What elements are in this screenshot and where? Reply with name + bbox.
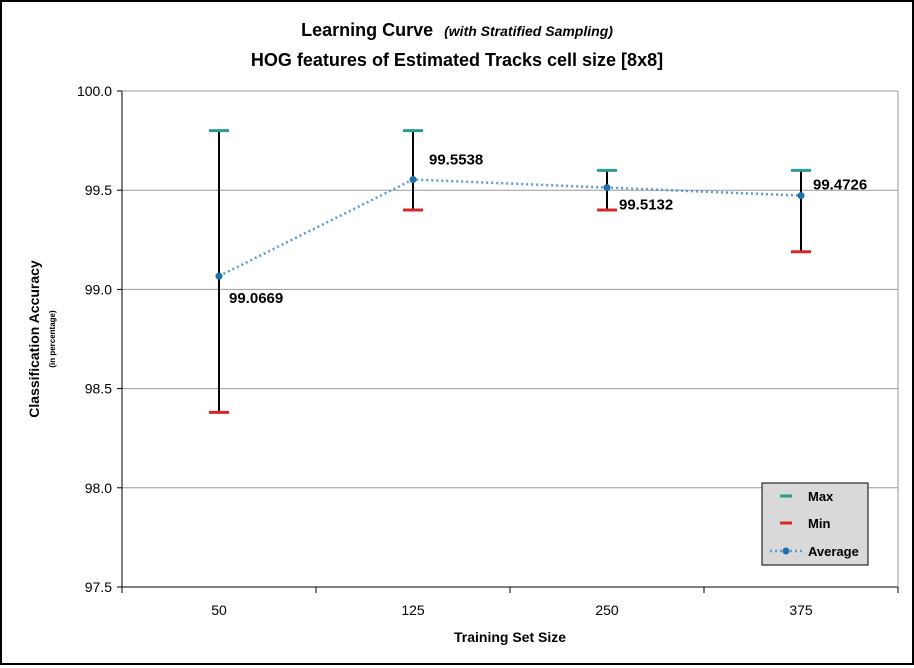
chart-title-main: Learning Curve	[301, 20, 433, 40]
data-label: 99.5132	[619, 197, 673, 214]
y-tick-label: 99.0	[85, 281, 112, 297]
x-tick-label: 250	[595, 602, 619, 618]
legend-average-label: Average	[808, 544, 859, 559]
y-tick-label: 97.5	[85, 579, 112, 595]
average-point	[215, 272, 223, 280]
data-label: 99.4726	[813, 177, 867, 194]
x-tick-label: 375	[789, 602, 813, 618]
legend-max-label: Max	[808, 489, 834, 504]
legend-min-label: Min	[808, 516, 830, 531]
x-tick-label: 125	[401, 602, 425, 618]
y-tick-label: 99.5	[85, 182, 112, 198]
data-label: 99.5538	[429, 152, 483, 169]
y-tick-label: 98.0	[85, 480, 112, 496]
plot-area: 97.5 98.0 98.5 99.0 99.5 100.0 50 125 250 375 99.0…	[77, 83, 899, 618]
y-tick-label: 100.0	[77, 83, 112, 99]
chart-title-note: (with Stratified Sampling)	[444, 23, 613, 39]
y-axis-label-note: (in percentage)	[48, 310, 57, 368]
x-axis-label: Training Set Size	[454, 629, 566, 645]
legend: Max Min Average	[761, 482, 869, 566]
data-label: 99.0669	[229, 290, 283, 307]
average-point	[409, 176, 417, 184]
y-axis-label: Classification Accuracy	[26, 260, 42, 418]
y-tick-label: 98.5	[85, 381, 112, 397]
average-line	[218, 178, 802, 278]
chart-subtitle: HOG features of Estimated Tracks cell si…	[251, 50, 663, 70]
chart-title: Learning Curve (with Stratified Sampling…	[301, 20, 613, 40]
average-point	[797, 192, 805, 200]
legend-box	[761, 482, 869, 566]
average-point	[603, 184, 611, 192]
legend-average-marker	[782, 547, 790, 555]
x-tick-label: 50	[211, 602, 227, 618]
